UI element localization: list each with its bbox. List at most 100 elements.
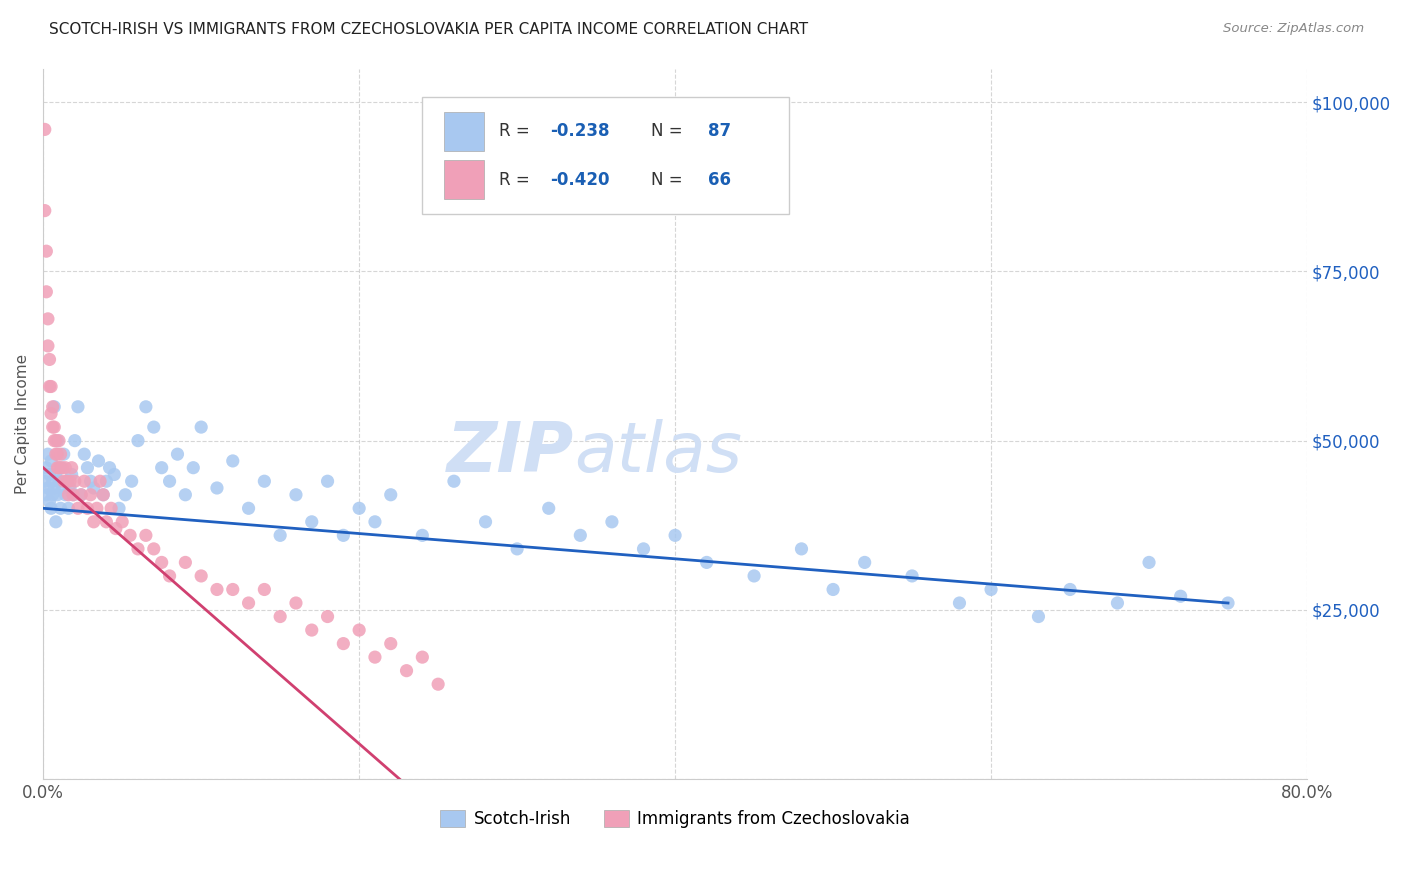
Point [51, 481, 73, 495]
Point [98, 460, 121, 475]
Point [427, 677, 450, 691]
Point [253, 474, 276, 488]
Point [52, 474, 75, 488]
Point [443, 474, 465, 488]
Point [1107, 596, 1129, 610]
Point [1216, 596, 1239, 610]
Point [205, 582, 228, 597]
Point [316, 474, 339, 488]
Point [253, 582, 276, 597]
Point [980, 582, 1002, 597]
Point [159, 569, 181, 583]
Point [38, 467, 60, 482]
Point [63, 434, 86, 448]
Point [48, 460, 70, 475]
Point [742, 569, 765, 583]
Point [83, 515, 105, 529]
Point [284, 488, 307, 502]
Point [76, 460, 98, 475]
Point [301, 515, 323, 529]
Text: -0.238: -0.238 [550, 122, 609, 140]
Point [89, 474, 111, 488]
Point [364, 650, 387, 665]
Point [853, 556, 876, 570]
Point [49, 460, 72, 475]
Point [96, 515, 118, 529]
Point [58, 501, 80, 516]
Point [127, 541, 149, 556]
Point [44, 420, 66, 434]
Text: R =: R = [499, 170, 536, 189]
Point [86, 501, 108, 516]
Point [1059, 582, 1081, 597]
Point [901, 569, 924, 583]
Point [332, 637, 354, 651]
Point [34, 474, 56, 488]
Text: R =: R = [499, 122, 536, 140]
Point [222, 582, 245, 597]
Point [633, 541, 655, 556]
Point [39, 407, 62, 421]
Point [45, 434, 67, 448]
Point [56, 474, 79, 488]
Text: N =: N = [651, 170, 688, 189]
Point [35, 244, 58, 259]
Point [411, 650, 433, 665]
Point [59, 481, 82, 495]
Point [52, 447, 75, 461]
Point [222, 454, 245, 468]
Point [332, 528, 354, 542]
Point [537, 501, 560, 516]
Point [395, 664, 418, 678]
Point [238, 596, 260, 610]
Text: SCOTCH-IRISH VS IMMIGRANTS FROM CZECHOSLOVAKIA PER CAPITA INCOME CORRELATION CHA: SCOTCH-IRISH VS IMMIGRANTS FROM CZECHOSL… [49, 22, 808, 37]
Point [48, 474, 70, 488]
Point [174, 488, 197, 502]
Point [41, 488, 63, 502]
Point [111, 515, 134, 529]
Point [44, 400, 66, 414]
Point [181, 460, 204, 475]
Point [347, 501, 370, 516]
Point [104, 522, 127, 536]
Point [49, 447, 72, 461]
Point [135, 528, 157, 542]
Point [46, 434, 69, 448]
Point [142, 420, 165, 434]
Point [35, 285, 58, 299]
Point [114, 488, 136, 502]
Point [569, 528, 592, 542]
Point [100, 501, 122, 516]
FancyBboxPatch shape [422, 97, 789, 214]
Point [79, 488, 101, 502]
Point [37, 311, 59, 326]
Legend: Scotch-Irish, Immigrants from Czechoslovakia: Scotch-Irish, Immigrants from Czechoslov… [433, 803, 917, 835]
Point [190, 569, 212, 583]
Point [823, 582, 845, 597]
FancyBboxPatch shape [444, 161, 484, 199]
Text: atlas: atlas [574, 418, 742, 485]
Point [46, 488, 69, 502]
Point [1170, 589, 1192, 603]
Point [380, 637, 402, 651]
Point [44, 434, 66, 448]
Point [66, 501, 89, 516]
Point [53, 460, 76, 475]
Point [87, 454, 110, 468]
Point [121, 474, 143, 488]
Point [205, 481, 228, 495]
Point [49, 501, 72, 516]
Point [1028, 609, 1050, 624]
Point [46, 460, 69, 475]
Point [108, 501, 131, 516]
Point [103, 467, 125, 482]
Point [83, 481, 105, 495]
Point [38, 379, 60, 393]
Point [45, 467, 67, 482]
Text: N =: N = [651, 122, 688, 140]
Point [46, 447, 69, 461]
Point [44, 481, 66, 495]
Text: Source: ZipAtlas.com: Source: ZipAtlas.com [1223, 22, 1364, 36]
Point [79, 474, 101, 488]
Point [76, 501, 98, 516]
